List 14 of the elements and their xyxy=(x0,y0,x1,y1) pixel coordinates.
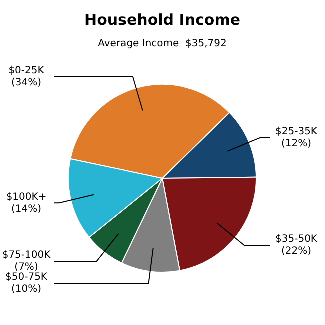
slice-label: $75-100K xyxy=(2,250,52,262)
data-label: (10%) xyxy=(11,284,42,296)
chart-title: Household Income xyxy=(84,10,240,29)
slice-label: $25-35K xyxy=(276,126,318,138)
chart-subtitle: Average Income $35,792 xyxy=(98,38,227,50)
data-label: (34%) xyxy=(11,77,42,88)
slice-label: $100K+ xyxy=(6,192,47,203)
data-label: (7%) xyxy=(14,262,38,274)
data-label: (12%) xyxy=(281,138,312,150)
slice-label: $0-25K xyxy=(8,65,45,76)
data-label: (14%) xyxy=(11,204,42,215)
slice-label: $35-50K xyxy=(276,234,318,246)
slice-label: $50-75K xyxy=(6,272,48,284)
data-label: (22%) xyxy=(281,246,312,258)
